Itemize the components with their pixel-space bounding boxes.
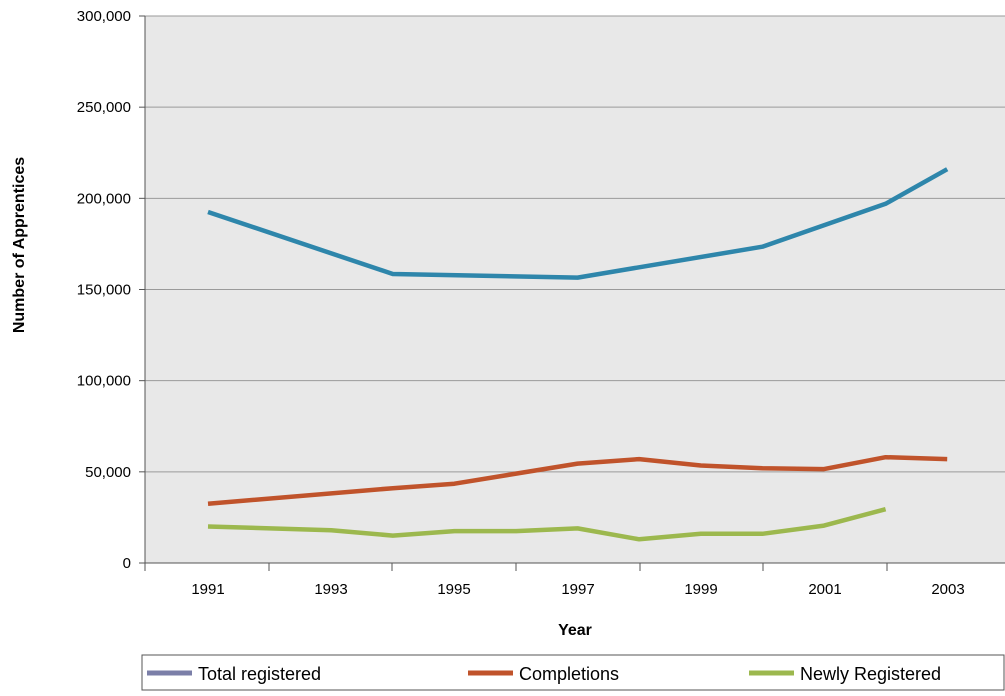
gridlines xyxy=(145,15,1005,473)
y-tick-label: 0 xyxy=(123,555,131,572)
x-tick-label: 1997 xyxy=(561,581,594,598)
y-tick-label: 50,000 xyxy=(85,464,131,481)
y-tick-label: 300,000 xyxy=(77,8,131,25)
y-axis-title: Number of Apprentices xyxy=(11,157,28,333)
x-tick-label: 1999 xyxy=(684,581,717,598)
x-tick-label: 1991 xyxy=(191,581,224,598)
series-lines xyxy=(207,167,949,542)
legend-label-2: Completions xyxy=(519,664,619,684)
x-tick-label: 1995 xyxy=(437,581,470,598)
series-line-2 xyxy=(207,454,948,506)
legend-box xyxy=(141,654,1005,691)
y-tick-label: 150,000 xyxy=(77,282,131,299)
x-tick-label: 1993 xyxy=(314,581,347,598)
x-tick-label: 2003 xyxy=(931,581,964,598)
series-line-3 xyxy=(207,507,887,542)
x-axis-ticks: 1991 1993 1995 1997 1999 2001 2003 xyxy=(144,563,965,598)
legend: Total registered Completions Newly Registe… xyxy=(141,654,1005,691)
y-tick-label: 100,000 xyxy=(77,373,131,390)
legend-label-1: Total registered xyxy=(198,664,321,684)
y-axis-ticks: 0 50,000 100,000 150,000 200,000 250,000 300,0… xyxy=(77,8,145,572)
x-tick-label: 2001 xyxy=(808,581,841,598)
series-line-1 xyxy=(207,167,949,280)
x-axis-title: Year xyxy=(558,622,592,639)
y-tick-label: 200,000 xyxy=(77,190,131,207)
legend-label-3: Newly Registered xyxy=(800,664,941,684)
y-tick-label: 250,000 xyxy=(77,99,131,116)
